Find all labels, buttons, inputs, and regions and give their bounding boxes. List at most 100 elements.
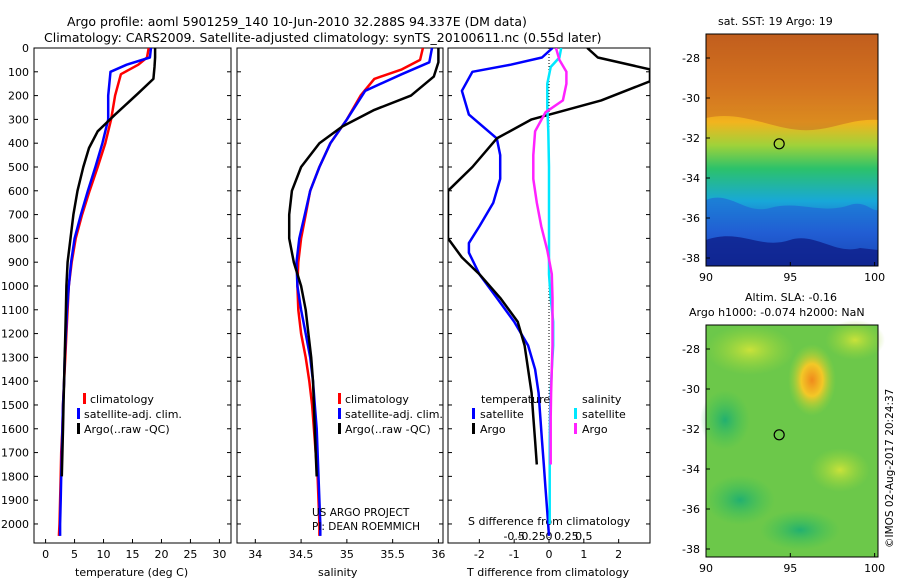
figure-title-line2: Climatology: CARS2009. Satellite-adjuste… — [44, 30, 601, 45]
legend-label-argo: Argo(..raw -QC) — [345, 423, 431, 436]
x-tick-label: 1 — [580, 548, 587, 561]
legend-label-satellite: satellite-adj. clim. — [345, 408, 443, 421]
s-tick-label: -0.25 — [517, 530, 545, 543]
sla-map-frame — [705, 324, 879, 558]
s-tick-label: 0.5 — [575, 530, 593, 543]
depth-tick-label: 100 — [8, 66, 29, 79]
map-x-tick-label: 95 — [783, 271, 797, 284]
x-tick-label: -1 — [509, 548, 520, 561]
sla-map-title-line2: Argo h1000: -0.074 h2000: NaN — [689, 306, 865, 319]
map-y-tick-label: -30 — [682, 92, 700, 105]
sst-map-title: sat. SST: 19 Argo: 19 — [718, 15, 833, 28]
depth-tick-label: 1500 — [1, 399, 29, 412]
s-tick-label: 0 — [546, 530, 553, 543]
map-y-tick-label: -28 — [682, 343, 700, 356]
argo-float-marker — [773, 138, 785, 150]
map-x-tick-label: 100 — [864, 562, 885, 575]
x-tick-label: 5 — [71, 548, 78, 561]
t-difference-axis-label: T difference from climatology — [466, 566, 629, 579]
depth-tick-label: 1300 — [1, 351, 29, 364]
legend-label-temp-argo: Argo — [480, 423, 506, 436]
depth-tick-label: 2000 — [1, 518, 29, 531]
depth-tick-label: 1400 — [1, 375, 29, 388]
sst-warm-region — [706, 34, 878, 131]
map-x-tick-label: 95 — [783, 562, 797, 575]
sla-anomaly-2 — [825, 320, 885, 360]
x-tick-label: 10 — [97, 548, 111, 561]
x-tick-label: 25 — [183, 548, 197, 561]
legend-label-temp-satellite: satellite — [480, 408, 524, 421]
series-line-temperature-argo — [448, 48, 650, 465]
argo-float-marker — [773, 429, 785, 441]
map-y-tick-label: -38 — [682, 543, 700, 556]
map-x-tick-label: 90 — [699, 271, 713, 284]
map-y-tick-label: -28 — [682, 52, 700, 65]
series-line-satellite-adj-clim- — [58, 48, 153, 536]
x-tick-label: 0 — [42, 548, 49, 561]
imos-stamp: ©IMOS 02-Aug-2017 20:24:37 — [884, 389, 896, 548]
x-tick-label: 15 — [126, 548, 140, 561]
depth-tick-label: 1600 — [1, 423, 29, 436]
map-y-tick-label: -30 — [682, 383, 700, 396]
x-tick-label: 34.5 — [289, 548, 314, 561]
depth-tick-label: 700 — [8, 209, 29, 222]
legend-swatch-climatology — [83, 393, 86, 404]
legend-swatch-sal-satellite — [574, 408, 577, 419]
depth-tick-label: 0 — [22, 42, 29, 55]
legend-label-satellite: satellite-adj. clim. — [84, 408, 182, 421]
map-y-tick-label: -34 — [682, 463, 700, 476]
map-y-tick-label: -36 — [682, 212, 700, 225]
x-tick-label: 2 — [615, 548, 622, 561]
map-y-tick-label: -32 — [682, 423, 700, 436]
sla-map-title-line1: Altim. SLA: -0.16 — [745, 291, 837, 304]
salinity-panel-frame — [236, 47, 444, 544]
map-y-tick-label: -36 — [682, 503, 700, 516]
legend-title-temperature: temperature — [481, 393, 550, 406]
series-line-argo-raw-qc- — [60, 48, 157, 477]
legend-swatch-argo — [77, 423, 80, 434]
s-tick-label: -0.5 — [503, 530, 524, 543]
legend-swatch-argo — [338, 423, 341, 434]
difference-series — [448, 48, 650, 536]
x-tick-label: 35.5 — [380, 548, 405, 561]
depth-tick-label: 1000 — [1, 280, 29, 293]
legend-swatch-temp-argo — [472, 423, 475, 434]
legend-swatch-satellite — [338, 408, 341, 419]
project-credit: US ARGO PROJECT — [312, 507, 410, 519]
sst-map-frame — [705, 33, 879, 267]
sla-cool-eddy-3 — [760, 510, 840, 550]
legend-swatch-satellite — [77, 408, 80, 419]
sla-warm-eddy — [788, 344, 836, 416]
legend-title-salinity: salinity — [582, 393, 622, 406]
series-line-satellite-adj-clim- — [295, 48, 434, 536]
sla-map-axes: 90 95 100 -28 -30 -32 -34 -36 -38 — [682, 343, 885, 575]
depth-tick-label: 1700 — [1, 447, 29, 460]
depth-tick-label: 400 — [8, 137, 29, 150]
sla-cool-eddy-1 — [700, 390, 750, 450]
depth-tick-label: 1100 — [1, 304, 29, 317]
series-line-temperature-satellite — [460, 48, 554, 536]
legend-label-climatology: climatology — [90, 393, 154, 406]
difference-top-s-axis: -0.5-0.25 0 0.250.5 — [503, 530, 592, 543]
legend-label-sal-argo: Argo — [582, 423, 608, 436]
depth-tick-label: 300 — [8, 113, 29, 126]
s-tick-label: 0.25 — [554, 530, 579, 543]
sla-cool-eddy-2 — [705, 475, 775, 525]
map-x-tick-label: 90 — [699, 562, 713, 575]
x-tick-label: 35 — [340, 548, 354, 561]
depth-tick-label: 1900 — [1, 494, 29, 507]
sla-anomaly-1 — [705, 325, 795, 375]
x-tick-label: 36 — [431, 548, 445, 561]
sla-map — [700, 320, 885, 558]
temperature-series — [57, 48, 157, 536]
depth-tick-label: 900 — [8, 256, 29, 269]
series-line-salinity-argo — [532, 48, 568, 465]
x-tick-label: 20 — [154, 548, 168, 561]
map-y-tick-label: -32 — [682, 132, 700, 145]
legend-swatch-climatology — [338, 393, 341, 404]
temperature-axis-label: temperature (deg C) — [75, 566, 188, 579]
depth-tick-label: 1800 — [1, 470, 29, 483]
sla-anomaly-3 — [810, 448, 870, 492]
legend-swatch-sal-argo — [574, 423, 577, 434]
difference-x-axis: -2 -1 0 1 2 — [448, 47, 650, 561]
